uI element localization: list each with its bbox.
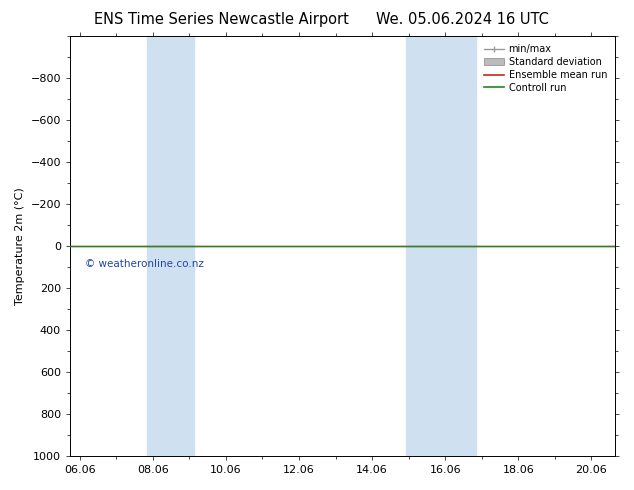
Text: We. 05.06.2024 16 UTC: We. 05.06.2024 16 UTC xyxy=(377,12,549,27)
Y-axis label: Temperature 2m (°C): Temperature 2m (°C) xyxy=(15,187,25,305)
Text: © weatheronline.co.nz: © weatheronline.co.nz xyxy=(85,259,204,269)
Bar xyxy=(147,36,195,456)
Text: ENS Time Series Newcastle Airport: ENS Time Series Newcastle Airport xyxy=(94,12,349,27)
Legend: min/max, Standard deviation, Ensemble mean run, Controll run: min/max, Standard deviation, Ensemble me… xyxy=(481,41,610,96)
Bar xyxy=(406,36,476,456)
